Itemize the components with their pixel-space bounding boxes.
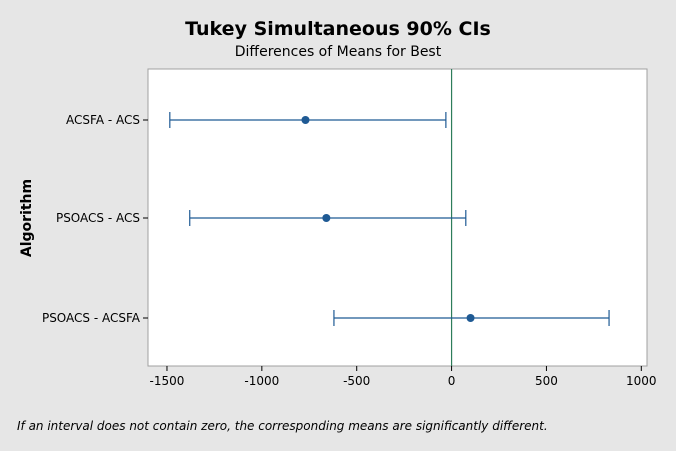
mean-difference-point [322, 214, 331, 222]
y-category-label: PSOACS - ACS [56, 211, 140, 225]
mean-difference-point [466, 314, 475, 322]
x-tick-label: -500 [343, 374, 370, 388]
x-tick-label: 1000 [626, 374, 657, 388]
y-category-label: PSOACS - ACSFA [42, 311, 141, 325]
x-tick-label: -1500 [150, 374, 185, 388]
chart-subtitle: Differences of Means for Best [235, 44, 442, 60]
x-tick-label: 500 [535, 374, 558, 388]
y-axis-title: Algorithm [19, 179, 35, 257]
x-tick-label: 0 [448, 374, 456, 388]
plot-layer: -1500 -1000 -500 0 500 1000 ACSFA - ACS PSOACS … [42, 69, 657, 388]
footnote: If an interval does not contain zero, th… [17, 419, 548, 433]
mean-difference-point [301, 116, 310, 124]
chart-title: Tukey Simultaneous 90% CIs [185, 18, 491, 40]
y-category-label: ACSFA - ACS [66, 113, 140, 127]
x-tick-label: -1000 [244, 374, 279, 388]
